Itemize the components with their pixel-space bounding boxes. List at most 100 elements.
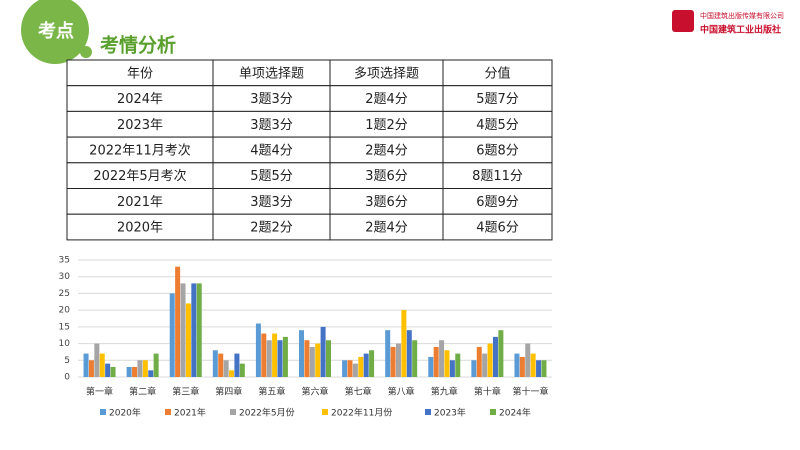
cell-text: 2022年5月考次 bbox=[93, 168, 186, 184]
bar bbox=[358, 356, 364, 377]
y-tick-label: 10 bbox=[59, 339, 71, 349]
legend-label: 2022年11月份 bbox=[331, 407, 392, 419]
bar bbox=[132, 366, 138, 377]
bar bbox=[525, 343, 531, 377]
cell-text: 3题6分 bbox=[365, 169, 408, 184]
table-cell bbox=[442, 162, 553, 190]
bar bbox=[455, 353, 461, 377]
bar bbox=[299, 330, 304, 377]
bar bbox=[498, 330, 504, 377]
bar bbox=[449, 360, 455, 377]
x-tick-label: 第四章 bbox=[215, 386, 242, 398]
bar bbox=[212, 350, 218, 377]
bar bbox=[282, 336, 288, 377]
bar bbox=[476, 346, 482, 377]
title: 考情分析 bbox=[100, 34, 176, 57]
bar bbox=[94, 343, 100, 377]
x-tick-label: 第七章 bbox=[345, 386, 372, 398]
bar bbox=[395, 343, 401, 377]
x-tick-label: 第一章 bbox=[86, 386, 113, 398]
table-cell bbox=[442, 59, 553, 87]
bar bbox=[304, 340, 310, 377]
bar bbox=[439, 340, 445, 377]
bar bbox=[234, 353, 240, 377]
bar bbox=[180, 283, 186, 377]
chart: 0 5 10 15 20 25 30 35 第一章 第二章 第三章 第四章 第五章 第六章 第七章 第八章 第九… bbox=[59, 256, 552, 419]
bar bbox=[347, 360, 353, 377]
bar bbox=[487, 343, 493, 377]
table-cell bbox=[66, 85, 214, 112]
cell-text: 4题5分 bbox=[476, 118, 519, 133]
bar bbox=[519, 356, 525, 377]
cell-text: 2022年11月考次 bbox=[89, 142, 191, 158]
x-tick-label: 第二章 bbox=[129, 386, 156, 398]
bar bbox=[401, 310, 407, 377]
legend-swatch bbox=[490, 409, 496, 415]
x-tick-label: 第十章 bbox=[474, 386, 501, 398]
cell-text: 6题9分 bbox=[476, 195, 519, 210]
bar bbox=[229, 370, 235, 377]
bar bbox=[88, 360, 94, 377]
bar bbox=[363, 353, 369, 377]
cell-text: 4题4分 bbox=[250, 143, 293, 158]
y-tick-label: 15 bbox=[59, 322, 70, 332]
bar bbox=[444, 350, 450, 377]
table-cell bbox=[66, 136, 214, 164]
cell-text: 8题11分 bbox=[472, 169, 523, 184]
cell-text: 2题2分 bbox=[250, 221, 293, 236]
bar bbox=[137, 360, 143, 377]
bar bbox=[315, 343, 321, 377]
table-cell bbox=[212, 162, 331, 190]
bar bbox=[110, 366, 116, 377]
cell-text: 2023年 bbox=[117, 118, 163, 133]
y-tick-label: 5 bbox=[64, 356, 70, 366]
bar bbox=[277, 340, 283, 377]
y-tick-label: 20 bbox=[59, 306, 71, 316]
bar bbox=[142, 360, 148, 377]
x-tick-label: 第八章 bbox=[388, 386, 415, 398]
legend-swatch bbox=[100, 409, 106, 415]
x-tick-label: 第六章 bbox=[301, 386, 328, 398]
bar bbox=[326, 340, 331, 377]
legend-label: 2021年 bbox=[174, 407, 206, 419]
cell-text: 分值 bbox=[484, 65, 510, 81]
cell-text: 2题4分 bbox=[365, 143, 408, 158]
legend-swatch bbox=[230, 409, 236, 415]
bar bbox=[320, 326, 326, 377]
cell-text: 年份 bbox=[127, 66, 153, 81]
bar bbox=[169, 293, 175, 377]
cell-text: 4题6分 bbox=[476, 221, 519, 236]
bar bbox=[492, 336, 498, 377]
cell-text: 6题8分 bbox=[476, 143, 519, 158]
cell-text: 2题4分 bbox=[365, 92, 408, 107]
cell-text: 5题7分 bbox=[476, 92, 519, 107]
logo-line1: 中国建筑出版传媒有限公司 bbox=[700, 11, 784, 20]
cell-text: 2题4分 bbox=[365, 221, 408, 236]
cell-text: 单项选择题 bbox=[239, 66, 304, 81]
y-tick-label: 30 bbox=[59, 272, 71, 282]
table-cell bbox=[329, 85, 444, 112]
x-tick-label: 第九章 bbox=[431, 386, 458, 398]
bar bbox=[471, 360, 477, 377]
bar bbox=[369, 350, 375, 377]
bar bbox=[406, 330, 412, 377]
cell-text: 2020年 bbox=[117, 221, 163, 236]
x-tick-label: 第三章 bbox=[172, 386, 199, 398]
badge-bg bbox=[21, 0, 89, 64]
table-cell bbox=[66, 110, 214, 138]
legend-label: 2024年 bbox=[499, 407, 531, 419]
badge-dot bbox=[80, 46, 92, 58]
bar bbox=[185, 303, 191, 377]
cell-text: 3题3分 bbox=[250, 195, 293, 210]
table-cell bbox=[212, 188, 331, 215]
bar bbox=[309, 346, 315, 377]
bar bbox=[223, 360, 229, 377]
bar bbox=[342, 360, 348, 377]
y-tick-label: 35 bbox=[59, 256, 70, 266]
table-cell bbox=[442, 110, 553, 138]
bar bbox=[514, 353, 520, 377]
table-cell bbox=[442, 136, 553, 164]
cell-text: 5题5分 bbox=[250, 169, 293, 184]
bar bbox=[153, 353, 159, 377]
